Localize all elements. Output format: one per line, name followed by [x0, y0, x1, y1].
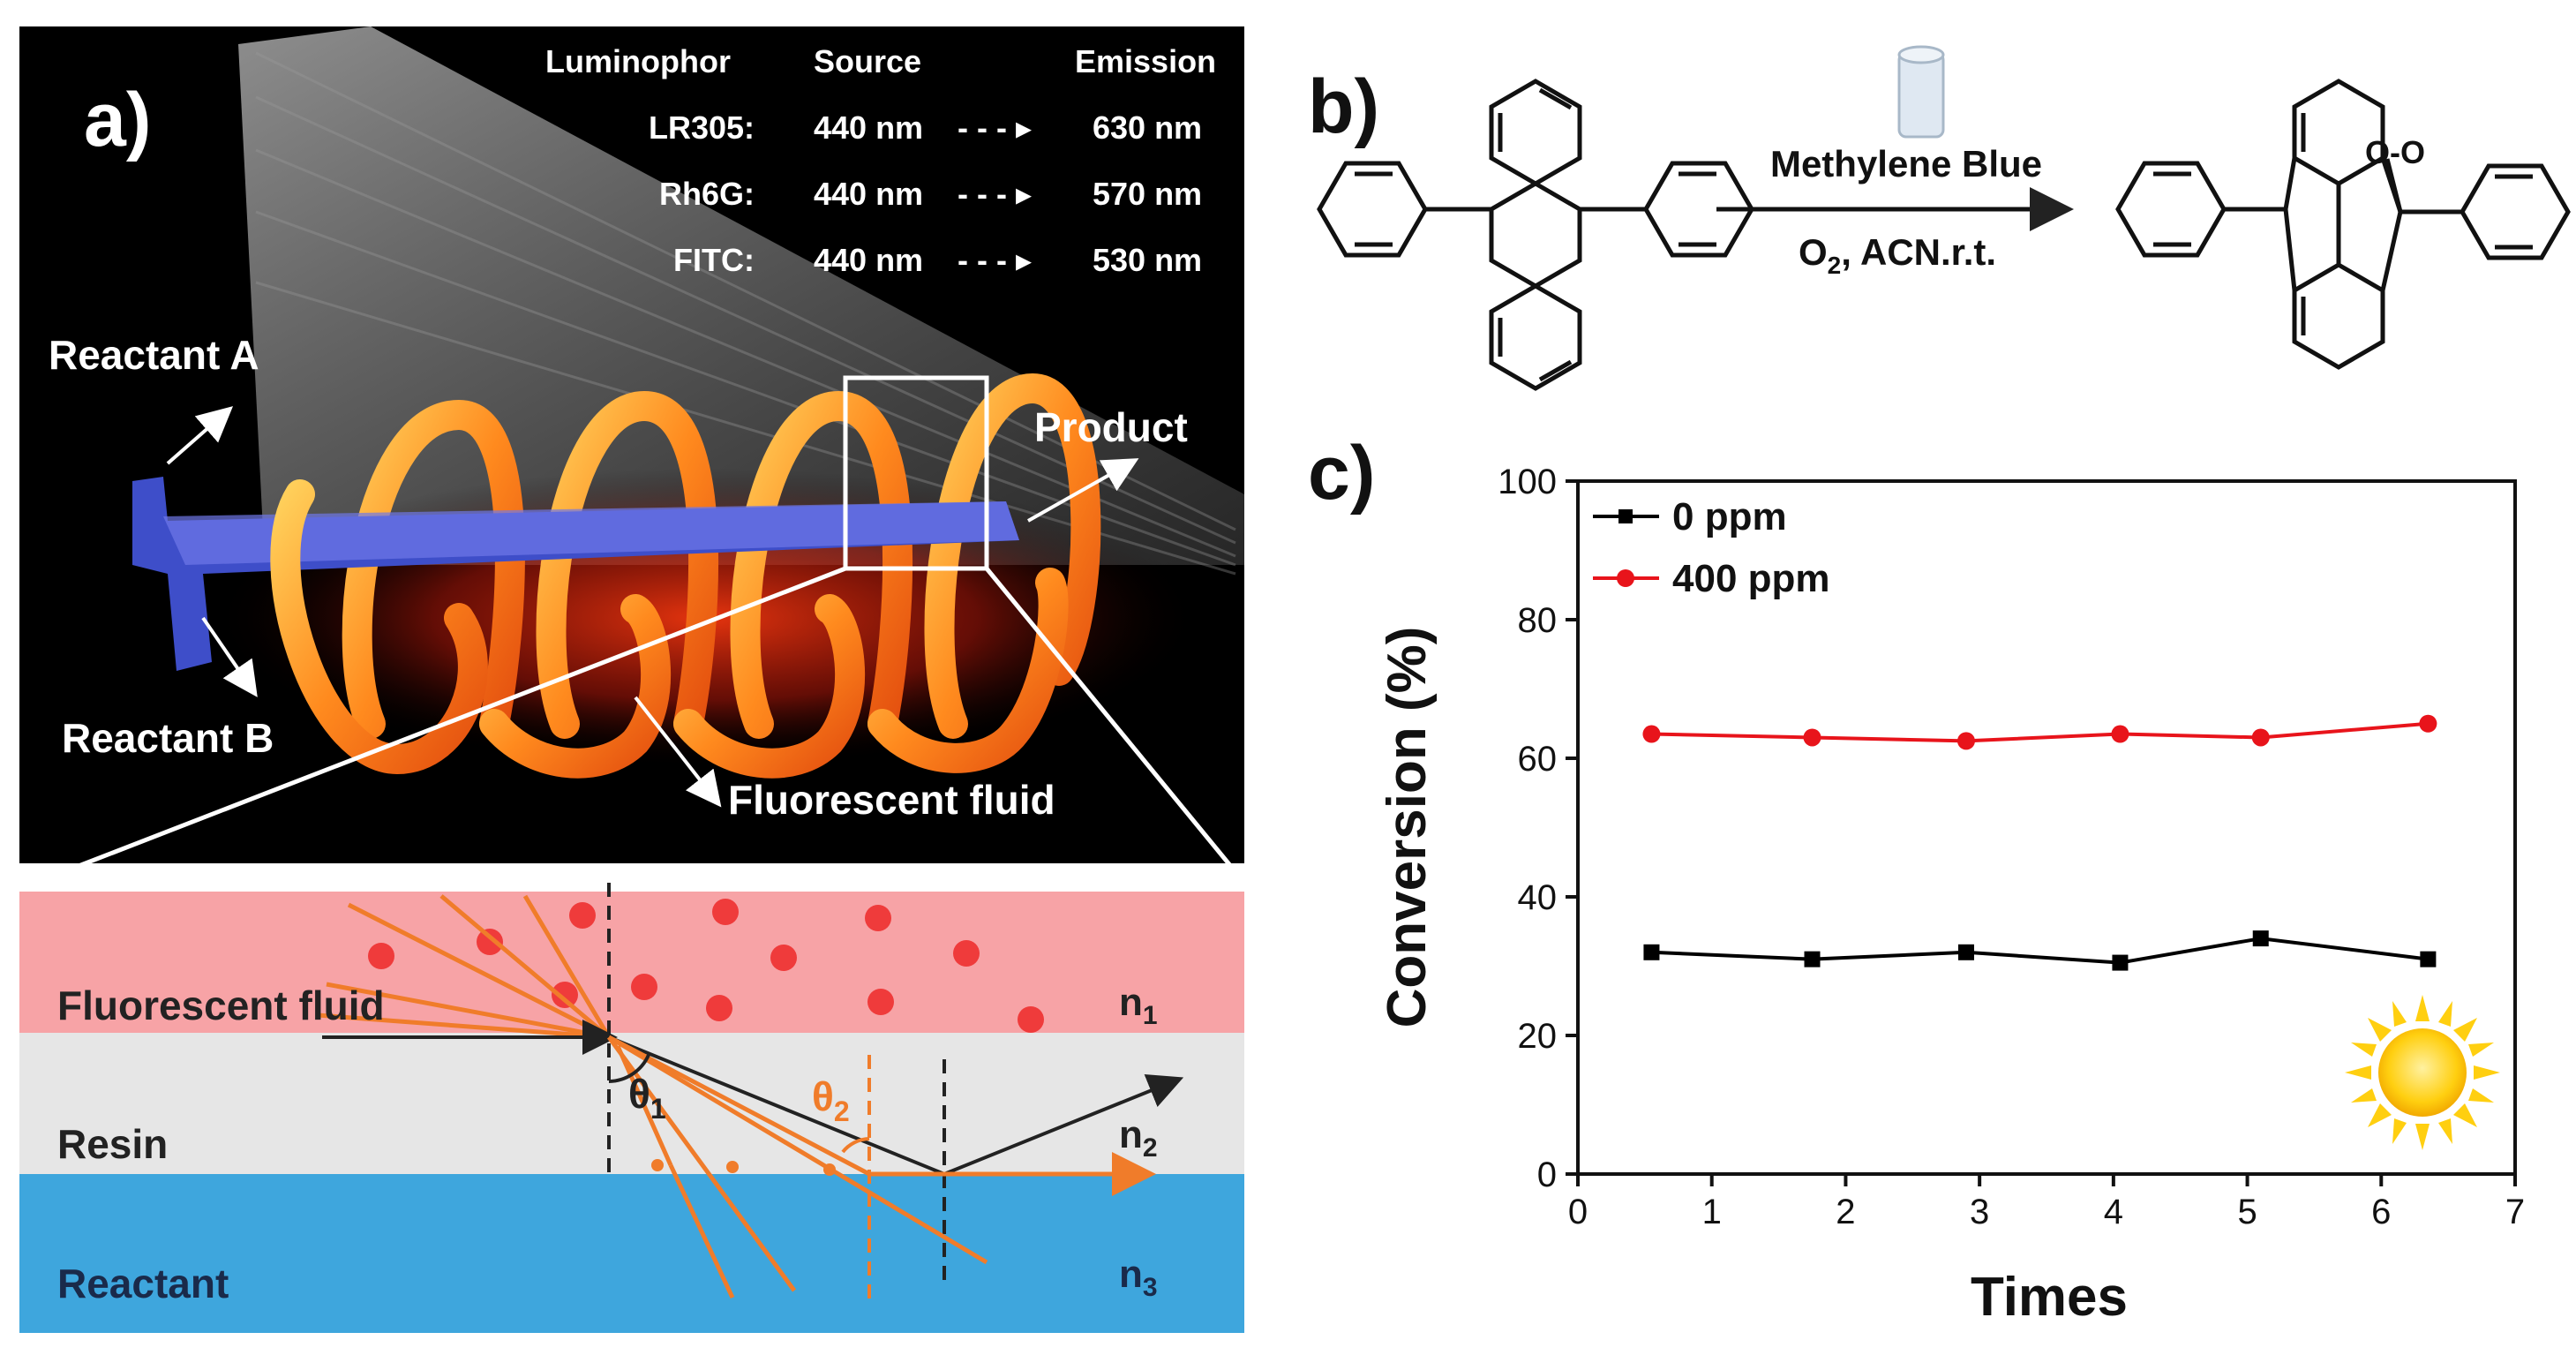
- data-point-0-ppm: [1643, 944, 1660, 960]
- reagent-label: Methylene Blue: [1770, 143, 2042, 184]
- data-point-0-ppm: [2112, 954, 2129, 971]
- data-point-400-ppm: [1803, 728, 1821, 747]
- legend-marker-400ppm: [1617, 569, 1634, 587]
- label-reactant-a: Reactant A: [49, 332, 259, 378]
- y-tick-label: 100: [1498, 463, 1557, 501]
- panel-a-render: a) Luminophor Source Emission LR305: 440…: [19, 26, 1246, 885]
- y-axis-ticks: 0 20 40 60 80 100: [1498, 463, 1578, 1194]
- plot-frame: [1576, 479, 2517, 1176]
- table-row-emission: 630 nm: [1093, 109, 1202, 146]
- data-point-400-ppm: [2251, 728, 2270, 747]
- x-tick-label: 1: [1702, 1193, 1722, 1231]
- panel-b-reaction: b) Methylene Blue O2, ACN.r.t.: [1308, 45, 2571, 391]
- y-tick-label: 60: [1518, 740, 1558, 779]
- panel-a-label: a): [84, 78, 151, 162]
- data-point-0-ppm: [2252, 930, 2269, 947]
- panel-b-label: b): [1308, 64, 1379, 149]
- data-point-400-ppm: [1956, 732, 1975, 750]
- legend-marker-0ppm: [1618, 509, 1633, 523]
- table-row-arrow: - - - ▸: [958, 242, 1032, 278]
- legend: 0 ppm 400 ppm: [1593, 495, 1830, 600]
- x-tick-label: 3: [1970, 1193, 1989, 1231]
- arrow-fluorescent-fluid: [634, 696, 722, 808]
- reactant-molecule: [1317, 79, 1754, 391]
- table-header-source: Source: [814, 43, 921, 79]
- index-n2: n2: [1119, 1113, 1158, 1163]
- panel-c-label: c): [1308, 431, 1375, 516]
- refracted-rays: [606, 1035, 1156, 1299]
- arrow-reactant-b: [201, 616, 258, 697]
- x-tick-label: 6: [2371, 1193, 2391, 1231]
- sun-icon: [2345, 995, 2500, 1150]
- reactant-layer: [19, 1174, 1244, 1333]
- x-tick-label: 0: [1568, 1193, 1588, 1231]
- y-tick-label: 80: [1518, 601, 1558, 640]
- table-row-source: 440 nm: [814, 176, 923, 212]
- y-tick-label: 20: [1518, 1017, 1558, 1056]
- y-axis-label: Conversion (%): [1377, 627, 1438, 1028]
- peroxide-label: O-O: [2365, 134, 2425, 170]
- data-point-0-ppm: [2420, 951, 2437, 967]
- zoom-box: [843, 375, 989, 571]
- table-row-emission: 570 nm: [1093, 176, 1202, 212]
- series-line-0-ppm: [1651, 937, 2429, 965]
- x-tick-label: 5: [2237, 1193, 2257, 1231]
- y-tick-label: 40: [1518, 878, 1558, 917]
- table-row-name: LR305:: [649, 109, 755, 146]
- luminophor-table: Luminophor Source Emission LR305: 440 nm…: [545, 43, 1216, 278]
- x-axis-label: Times: [1971, 1267, 2128, 1328]
- table-row-source: 440 nm: [814, 242, 923, 278]
- series-layer: [1642, 714, 2437, 971]
- legend-label-400ppm: 400 ppm: [1672, 557, 1830, 600]
- table-row-name: Rh6G:: [659, 176, 755, 212]
- data-point-0-ppm: [1957, 944, 1974, 960]
- angle-theta2: θ2: [812, 1073, 850, 1127]
- table-row-name: FITC:: [673, 242, 755, 278]
- layer-label-resin: Resin: [57, 1121, 168, 1167]
- label-fluorescent-fluid: Fluorescent fluid: [728, 777, 1055, 823]
- x-tick-label: 4: [2104, 1193, 2123, 1231]
- legend-label-0ppm: 0 ppm: [1672, 495, 1787, 538]
- label-product: Product: [1034, 404, 1188, 450]
- angle-theta1: θ1: [628, 1071, 666, 1125]
- resin-layer: [19, 1033, 1244, 1174]
- index-n3: n3: [1119, 1253, 1158, 1302]
- data-point-0-ppm: [1804, 951, 1821, 967]
- table-header-emission: Emission: [1075, 43, 1216, 79]
- table-row-source: 440 nm: [814, 109, 923, 146]
- arrow-reactant-a: [166, 406, 234, 465]
- x-tick-label: 7: [2505, 1193, 2525, 1231]
- layer-label-fluid: Fluorescent fluid: [57, 982, 385, 1028]
- table-row-arrow: - - - ▸: [958, 176, 1032, 212]
- table-header-luminophor: Luminophor: [545, 43, 731, 79]
- label-reactant-b: Reactant B: [62, 715, 274, 761]
- series-line-400-ppm: [1651, 721, 2429, 743]
- product-molecule: [2115, 79, 2571, 370]
- data-point-400-ppm: [2111, 725, 2129, 743]
- arrow-product: [1027, 458, 1139, 523]
- table-row-emission: 530 nm: [1093, 242, 1202, 278]
- fluorescent-particles: [368, 899, 1044, 1033]
- coil-front: [270, 479, 1069, 779]
- incident-rays: [317, 894, 612, 1040]
- fluid-layer: [19, 892, 1244, 1033]
- layer-label-reactant: Reactant: [57, 1261, 229, 1306]
- data-point-400-ppm: [1642, 725, 1661, 743]
- x-tick-label: 2: [1836, 1193, 1855, 1231]
- x-axis-ticks: 0 1 2 3 4 5 6 7: [1568, 1174, 2525, 1231]
- index-n1: n1: [1119, 981, 1158, 1030]
- refraction-diagram: Fluorescent fluid Resin Reactant n1 n2 n…: [19, 883, 1244, 1333]
- vial-icon: [1897, 45, 1945, 139]
- data-point-400-ppm: [2419, 714, 2437, 733]
- conditions-label: O2, ACN.r.t.: [1799, 231, 1996, 279]
- y-tick-label: 0: [1537, 1156, 1557, 1194]
- table-row-arrow: - - - ▸: [958, 109, 1032, 146]
- panel-c-chart: c) 0 20 40 60 80 100 0 1 2 3 4 5 6 7 0 ppm 400 ppm T…: [1308, 431, 2525, 1328]
